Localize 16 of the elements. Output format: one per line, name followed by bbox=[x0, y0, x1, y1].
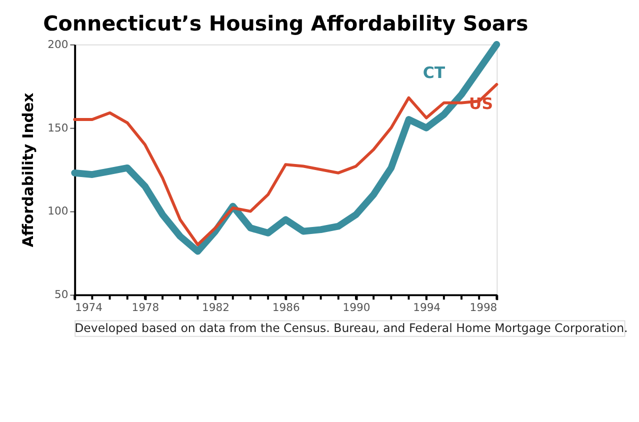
chart-title: Connecticut’s Housing Affordability Soars bbox=[43, 12, 528, 36]
x-tick-label: 1986 bbox=[272, 300, 300, 314]
y-tick-label: 100 bbox=[48, 204, 68, 218]
line-series bbox=[73, 82, 498, 246]
x-tick-label: 1974 bbox=[75, 300, 103, 314]
text: Developed based on data from the Census. Bureau, and Federal Home Mortgage Corporation. bbox=[74, 321, 628, 336]
y-tick-label: 200 bbox=[48, 38, 68, 51]
x-tick-label: 1982 bbox=[202, 300, 230, 314]
y-tick-label: 150 bbox=[48, 121, 68, 134]
x-tick-label: 1990 bbox=[342, 300, 370, 314]
y-tick-label: 50 bbox=[54, 288, 68, 302]
x-tick-label: 1994 bbox=[413, 300, 441, 314]
y-axis-title: Affordability Index bbox=[20, 92, 37, 248]
x-tick-label: 1978 bbox=[132, 300, 160, 314]
series-label: CT bbox=[422, 62, 446, 82]
x-tick-label: 1998 bbox=[470, 300, 498, 314]
